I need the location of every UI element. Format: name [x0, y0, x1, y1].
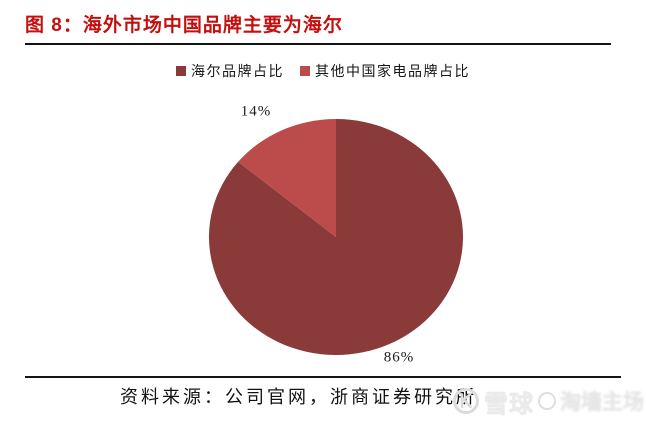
source-divider	[25, 376, 621, 378]
pie-slice-0	[208, 119, 463, 355]
source-text: 资料来源：公司官网，浙商证券研究所	[120, 387, 477, 407]
figure-title: 图 8：海外市场中国品牌主要为海尔	[25, 15, 343, 36]
legend-swatch-other	[300, 66, 310, 76]
legend-swatch-haier	[176, 66, 186, 76]
pie-label-other: 14%	[240, 103, 272, 120]
legend-item-haier: 海尔品牌占比	[176, 61, 284, 81]
legend-label-haier: 海尔品牌占比	[191, 65, 284, 80]
pie-slice-1	[238, 119, 336, 237]
legend-label-other: 其他中国家电品牌占比	[315, 65, 470, 80]
legend-item-other: 其他中国家电品牌占比	[300, 61, 470, 81]
pie-label-haier: 86%	[383, 349, 415, 366]
title-underline	[25, 43, 611, 45]
chart-legend: 海尔品牌占比 其他中国家电品牌占比	[0, 61, 646, 81]
